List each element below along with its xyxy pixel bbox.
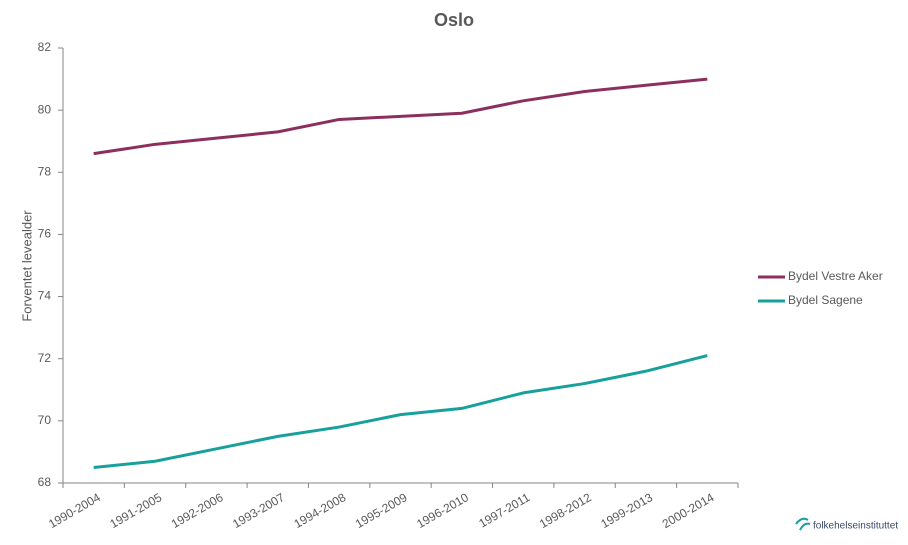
y-axis-label: Forventet levealder xyxy=(19,210,34,322)
series-line xyxy=(93,354,708,469)
x-tick-label: 1992-2006 xyxy=(169,490,226,531)
y-tick-label: 70 xyxy=(38,413,52,427)
y-tick-label: 72 xyxy=(38,351,52,365)
y-tick-label: 82 xyxy=(38,40,52,54)
y-tick-label: 78 xyxy=(38,164,52,178)
x-tick-label: 1999-2013 xyxy=(598,490,655,531)
x-tick-label: 1991-2005 xyxy=(107,490,164,531)
x-tick-label: 1990-2004 xyxy=(46,490,103,531)
chart-title: Oslo xyxy=(434,10,474,30)
x-tick-label: 1997-2011 xyxy=(476,490,532,531)
footer-logo: folkehelseinstituttet xyxy=(813,521,898,532)
y-tick-label: 68 xyxy=(38,475,52,489)
y-tick-label: 74 xyxy=(38,289,52,303)
logo-icon xyxy=(795,517,811,531)
x-tick-label: 1994-2008 xyxy=(292,490,349,531)
x-tick-label: 1993-2007 xyxy=(230,490,287,531)
y-tick-label: 80 xyxy=(38,102,52,116)
x-tick-label: 1998-2012 xyxy=(537,490,594,531)
y-tick-label: 76 xyxy=(38,227,52,241)
series-line xyxy=(93,77,708,156)
x-tick-label: 1996-2010 xyxy=(414,490,471,531)
legend-label: Bydel Sagene xyxy=(788,293,863,307)
x-tick-label: 2000-2014 xyxy=(660,490,717,531)
legend-label: Bydel Vestre Aker xyxy=(788,269,883,283)
x-tick-label: 1995-2009 xyxy=(353,490,410,531)
